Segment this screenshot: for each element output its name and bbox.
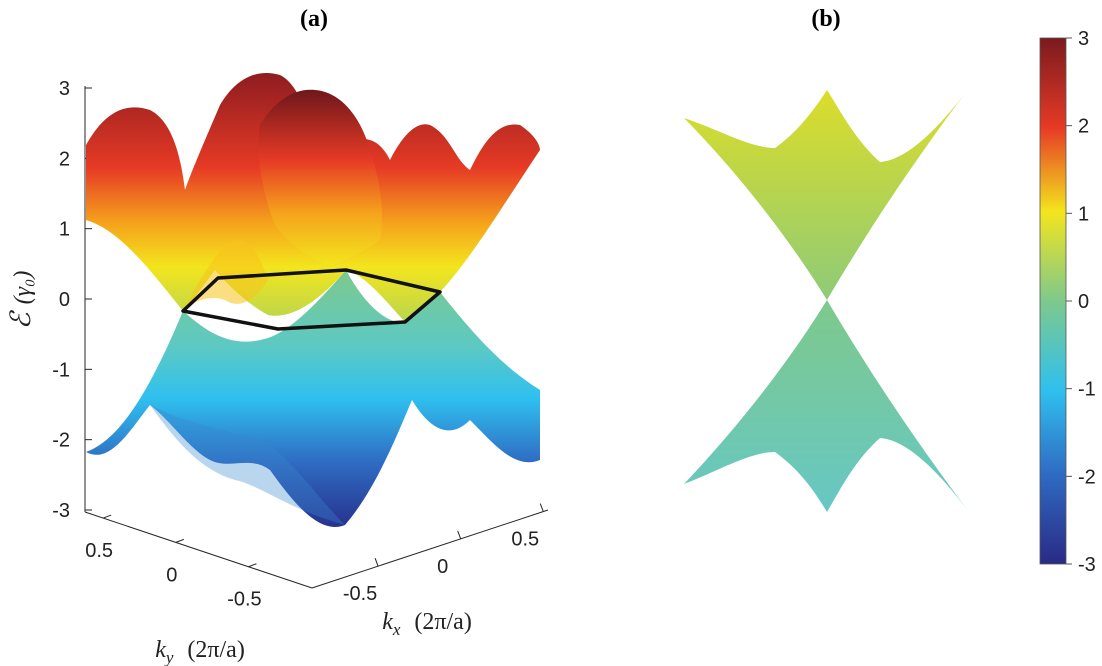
panel-b-label: (b) bbox=[811, 6, 840, 32]
y-tick-mark bbox=[175, 538, 184, 543]
brillouin-zone-hexagon bbox=[181, 268, 442, 331]
colorbar-tick-label: -3 bbox=[1078, 554, 1096, 576]
x-axis-line bbox=[311, 509, 549, 589]
z-axis-label: ℰ(γ₀) bbox=[6, 271, 37, 330]
y-tick-label: 0 bbox=[166, 564, 177, 586]
y-tick-mark bbox=[248, 563, 257, 568]
conduction-band-peak bbox=[258, 89, 382, 266]
z-ticks: 3 2 1 0 -1 -2 -3 bbox=[52, 78, 92, 522]
colorbar-tick-label: -1 bbox=[1078, 379, 1096, 401]
valence-band-inner-ridge bbox=[150, 405, 345, 525]
panel-a-label: (a) bbox=[300, 6, 328, 32]
x-tick-mark bbox=[539, 503, 544, 512]
x-tick-mark bbox=[457, 530, 462, 540]
x-tick-label: -0.5 bbox=[343, 583, 377, 605]
colorbar-gradient bbox=[1039, 37, 1067, 565]
panel-a: 3 2 1 0 -1 -2 -3 -0.5 0 0.5 0.5 0 -0.5 ℰ(γ₀) ky (2π… bbox=[6, 73, 549, 666]
z-tick-label: 3 bbox=[59, 78, 70, 100]
x-tick-label: 0 bbox=[437, 556, 448, 578]
x-tick-label: 0.5 bbox=[511, 529, 539, 551]
panel-b bbox=[684, 88, 969, 512]
colorbar: 3 2 1 0 -1 -2 -3 bbox=[1039, 28, 1096, 576]
y-ticks: 0.5 0 -0.5 bbox=[85, 514, 262, 611]
colorbar-ticks: 3 2 1 0 -1 -2 -3 bbox=[1066, 28, 1096, 576]
kx-axis-label: kx (2π/a) bbox=[382, 609, 472, 639]
z-tick-label: 1 bbox=[59, 219, 70, 241]
side-view-upper-band bbox=[684, 88, 969, 300]
y-tick-mark bbox=[102, 514, 112, 519]
side-view-lower-band bbox=[684, 300, 969, 512]
y-tick-label: -0.5 bbox=[227, 589, 261, 611]
colorbar-tick-label: 3 bbox=[1078, 28, 1089, 50]
colorbar-tick-label: 0 bbox=[1078, 291, 1089, 313]
ky-axis-label: ky (2π/a) bbox=[155, 637, 245, 666]
z-tick-label: -2 bbox=[52, 430, 70, 452]
colorbar-tick-label: -2 bbox=[1078, 466, 1096, 488]
z-tick-label: -3 bbox=[52, 500, 70, 522]
colorbar-tick-label: 1 bbox=[1078, 203, 1089, 225]
y-tick-label: 0.5 bbox=[85, 540, 113, 562]
x-tick-mark bbox=[374, 557, 379, 567]
x-ticks: -0.5 0 0.5 bbox=[343, 503, 544, 605]
y-axis-line bbox=[84, 511, 313, 589]
valence-band-surface bbox=[86, 270, 540, 527]
z-tick-label: -1 bbox=[52, 359, 70, 381]
colorbar-tick-label: 2 bbox=[1078, 116, 1089, 138]
z-tick-label: 2 bbox=[59, 148, 70, 170]
z-tick-label: 0 bbox=[59, 289, 70, 311]
